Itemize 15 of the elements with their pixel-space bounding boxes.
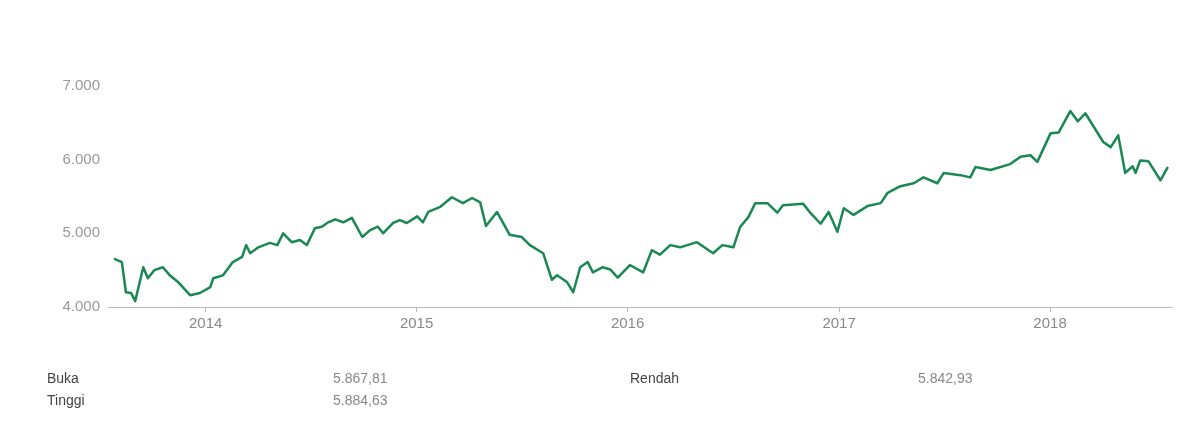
y-tick-label: 5.000 bbox=[62, 223, 100, 241]
x-tick-label: 2015 bbox=[399, 314, 434, 332]
y-tick-label: 6.000 bbox=[62, 149, 100, 167]
y-tick-label: 7.000 bbox=[62, 76, 100, 94]
text: Tinggi bbox=[47, 392, 86, 408]
text: 5.867,81 bbox=[333, 370, 389, 386]
text: Buka bbox=[47, 370, 80, 386]
x-tick-label: 2014 bbox=[188, 314, 223, 332]
text: Rendah bbox=[630, 370, 681, 386]
x-tick-label: 2018 bbox=[1033, 314, 1067, 332]
x-tick-label: 2017 bbox=[822, 314, 856, 332]
y-tick-label: 4.000 bbox=[62, 297, 100, 315]
text: 5.842,93 bbox=[918, 370, 974, 386]
text: 5.884,63 bbox=[333, 392, 389, 408]
x-tick-label: 2016 bbox=[610, 314, 645, 332]
